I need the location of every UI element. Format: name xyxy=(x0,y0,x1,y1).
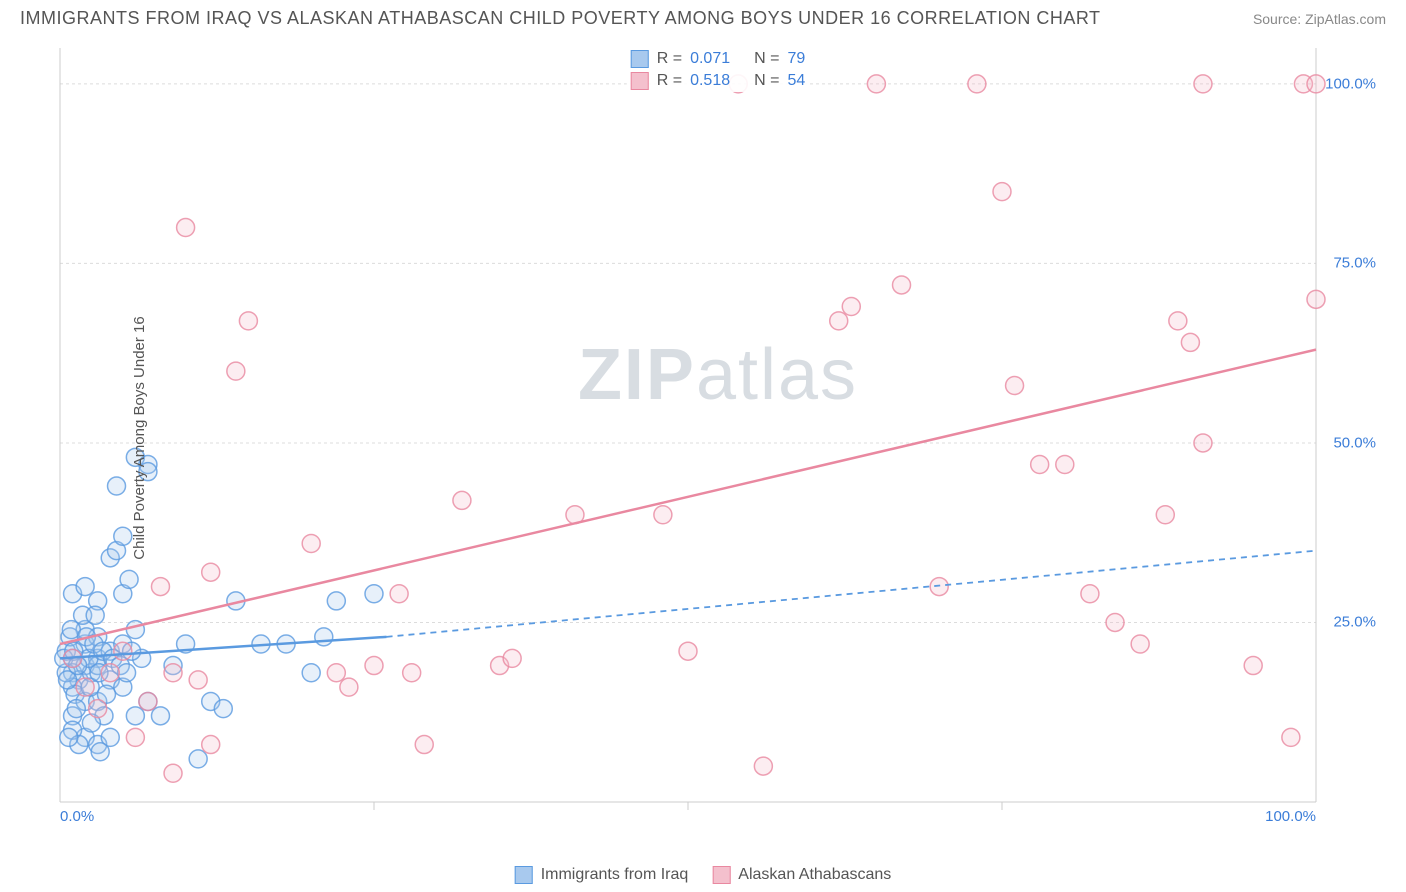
chart-title: IMMIGRANTS FROM IRAQ VS ALASKAN ATHABASC… xyxy=(20,8,1101,29)
y-tick-label: 25.0% xyxy=(1333,614,1376,631)
n-label: N = xyxy=(754,72,779,90)
r-value: 0.518 xyxy=(690,72,730,90)
n-value: 54 xyxy=(787,72,805,90)
stats-row-series-2: R = 0.518 N = 54 xyxy=(627,70,810,92)
series-legend: Immigrants from Iraq Alaskan Athabascans xyxy=(515,866,892,884)
r-value: 0.071 xyxy=(690,50,730,68)
n-label: N = xyxy=(754,50,779,68)
y-tick-label: 50.0% xyxy=(1333,434,1376,451)
swatch-icon xyxy=(515,866,533,884)
chart-area: Child Poverty Among Boys Under 16 ZIPatl… xyxy=(50,44,1386,832)
swatch-icon xyxy=(631,50,649,68)
stats-legend: R = 0.071 N = 79 R = 0.518 N = 54 xyxy=(627,48,810,92)
stats-row-series-1: R = 0.071 N = 79 xyxy=(627,48,810,70)
n-value: 79 xyxy=(787,50,805,68)
x-tick-label: 0.0% xyxy=(60,808,94,825)
legend-label: Immigrants from Iraq xyxy=(541,866,689,884)
y-tick-label: 75.0% xyxy=(1333,255,1376,272)
r-label: R = xyxy=(657,50,682,68)
legend-item-series-2: Alaskan Athabascans xyxy=(712,866,891,884)
swatch-icon xyxy=(631,72,649,90)
legend-label: Alaskan Athabascans xyxy=(738,866,891,884)
y-axis-label: Child Poverty Among Boys Under 16 xyxy=(131,316,148,559)
r-label: R = xyxy=(657,72,682,90)
swatch-icon xyxy=(712,866,730,884)
scatter-plot-svg xyxy=(50,44,1386,832)
legend-item-series-1: Immigrants from Iraq xyxy=(515,866,689,884)
y-tick-label: 100.0% xyxy=(1325,75,1376,92)
source-label: Source: ZipAtlas.com xyxy=(1253,11,1386,27)
x-tick-label: 100.0% xyxy=(1265,808,1316,825)
